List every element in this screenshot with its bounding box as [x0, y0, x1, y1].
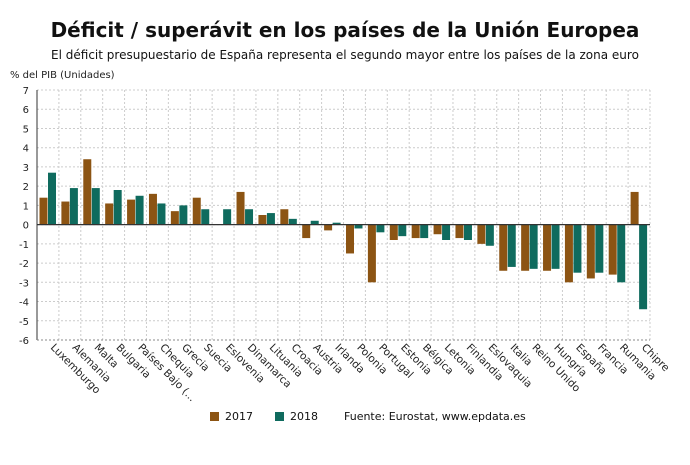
- bar-2018-18: [442, 224, 451, 240]
- y-tick-label: -1: [19, 240, 29, 251]
- bar-2017-21: [499, 224, 508, 271]
- bar-2017-2: [83, 159, 92, 225]
- bar-2018-9: [245, 209, 254, 225]
- bar-2017-5: [148, 193, 157, 225]
- legend-swatch-2017: [210, 412, 219, 421]
- source-note: Fuente: Eurostat, www.epdata.es: [344, 410, 526, 423]
- bar-2017-16: [389, 224, 398, 240]
- bar-2017-14: [346, 224, 354, 254]
- y-tick-label: 6: [23, 105, 29, 116]
- bar-2017-15: [367, 224, 376, 283]
- y-tick-label: 1: [23, 201, 29, 212]
- bar-2017-11: [280, 209, 289, 225]
- bar-2018-19: [463, 224, 472, 240]
- bar-2017-23: [543, 224, 552, 271]
- legend-label-2017: 2017: [225, 410, 253, 423]
- y-tick-label: -3: [19, 278, 29, 289]
- bar-2017-24: [564, 224, 573, 283]
- y-tick-label: -6: [19, 336, 29, 347]
- bar-2017-12: [302, 224, 311, 239]
- y-tick-label: 3: [23, 163, 29, 174]
- bar-2018-4: [135, 195, 144, 225]
- bar-2018-3: [113, 190, 122, 225]
- bar-2017-10: [258, 215, 267, 225]
- y-tick-label: 5: [23, 124, 29, 135]
- bar-2018-22: [529, 224, 538, 269]
- bar-2017-20: [477, 224, 486, 244]
- y-axis-label: % del PIB (Unidades): [10, 70, 115, 81]
- bar-2017-3: [105, 203, 114, 225]
- bar-2018-8: [223, 209, 232, 225]
- legend-label-2018: 2018: [290, 410, 318, 423]
- bar-2018-1: [69, 188, 78, 225]
- bar-2018-0: [48, 172, 56, 225]
- bar-2018-24: [573, 224, 582, 273]
- bar-2018-11: [288, 218, 297, 225]
- bar-2018-10: [266, 213, 275, 225]
- bar-2017-17: [411, 224, 420, 239]
- y-tick-label: 7: [23, 86, 29, 97]
- bar-2018-17: [420, 224, 429, 239]
- bar-2018-16: [398, 224, 407, 237]
- bar-2018-7: [201, 209, 210, 225]
- bar-2017-6: [170, 211, 179, 225]
- bar-2017-0: [39, 197, 48, 225]
- bar-2017-18: [433, 224, 442, 235]
- y-tick-label: 0: [23, 221, 29, 232]
- bar-2017-26: [608, 224, 617, 275]
- bar-2018-2: [91, 188, 100, 225]
- bar-2017-27: [630, 191, 639, 225]
- bar-2017-19: [455, 224, 464, 239]
- bar-2017-25: [586, 224, 595, 279]
- bar-2017-13: [324, 224, 333, 231]
- bar-2018-26: [617, 224, 626, 283]
- bar-2018-6: [179, 205, 188, 225]
- bar-2018-23: [551, 224, 560, 269]
- bar-2017-9: [236, 191, 245, 225]
- bar-2018-14: [354, 224, 363, 229]
- bar-2018-21: [507, 224, 516, 267]
- legend: 2017 2018 Fuente: Eurostat, www.epdata.e…: [210, 410, 526, 423]
- bar-2017-4: [127, 199, 136, 225]
- bar-2018-25: [595, 224, 604, 273]
- chart-title: Déficit / superávit en los países de la …: [50, 18, 640, 42]
- y-tick-label: -4: [19, 298, 29, 309]
- bar-2017-22: [521, 224, 530, 271]
- bar-2018-13: [332, 222, 341, 225]
- y-tick-label: 4: [23, 144, 29, 155]
- y-tick-label: 2: [23, 182, 29, 193]
- bar-2017-7: [192, 197, 201, 225]
- legend-swatch-2018: [275, 412, 284, 421]
- y-tick-label: -5: [19, 317, 29, 328]
- bar-2018-27: [639, 224, 648, 310]
- bar-2018-15: [376, 224, 385, 233]
- y-tick-label: -2: [19, 259, 29, 270]
- chart-subtitle: El déficit presupuestario de España repr…: [51, 48, 639, 62]
- bar-2018-12: [310, 220, 319, 225]
- bar-2018-5: [157, 203, 166, 225]
- bar-2017-1: [61, 201, 70, 225]
- bar-2018-20: [485, 224, 494, 246]
